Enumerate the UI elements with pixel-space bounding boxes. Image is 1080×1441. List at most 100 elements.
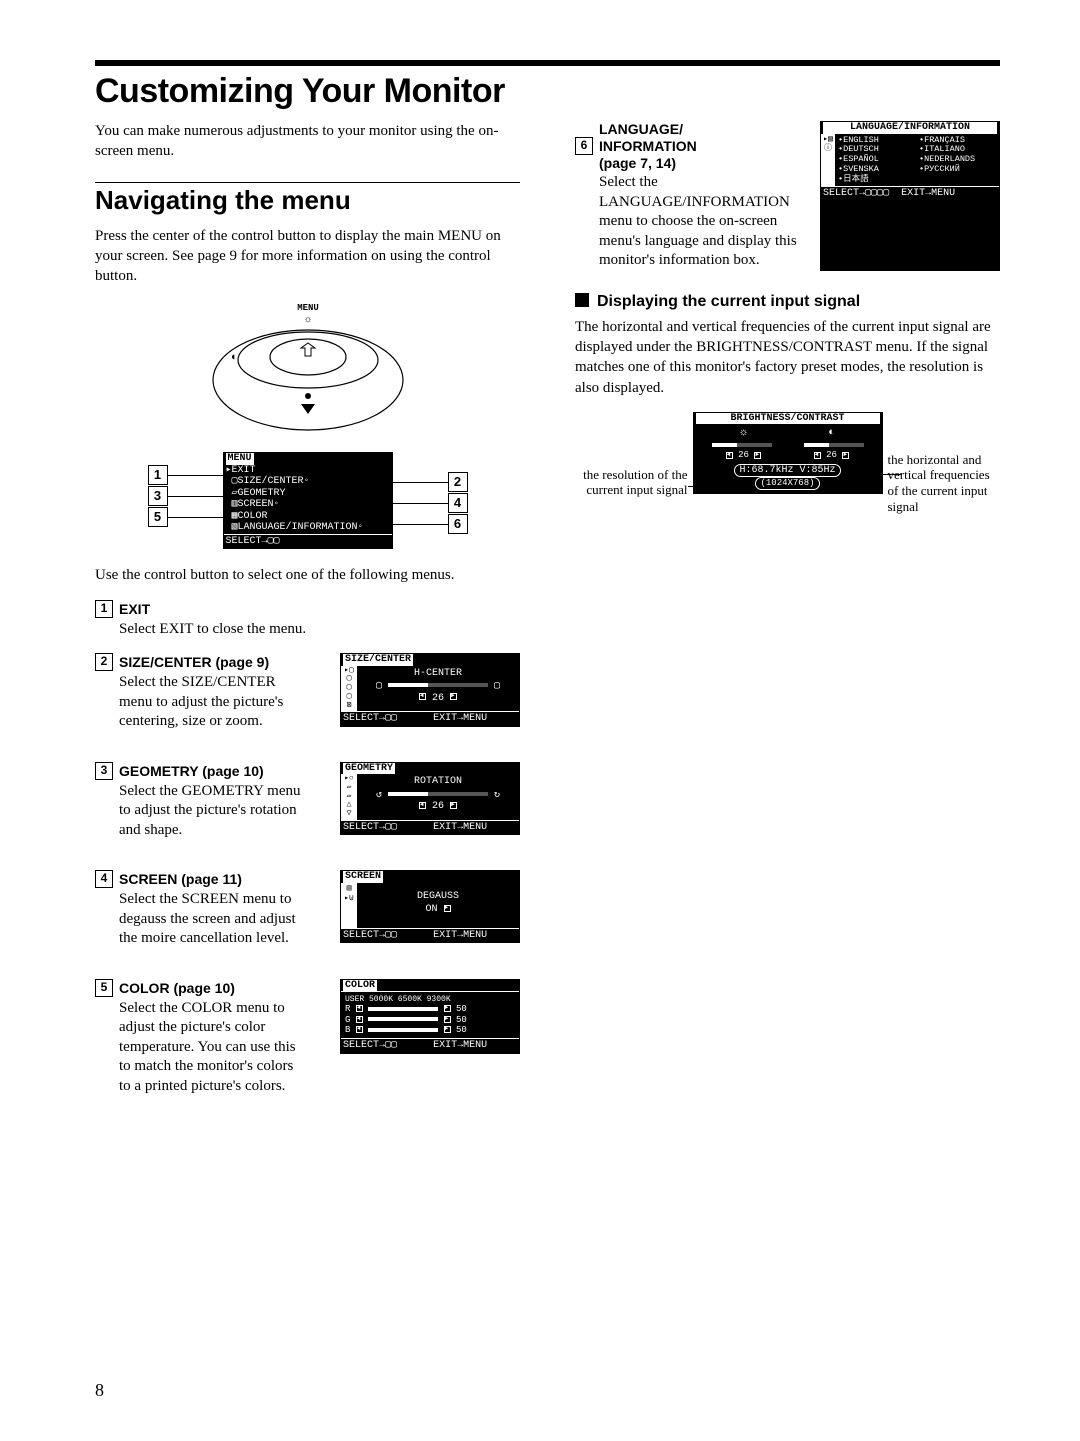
callout-6: 6 [448,514,468,534]
callout-5: 5 [148,507,168,527]
intro-text: You can make numerous adjustments to you… [95,121,520,162]
desc-size: Select the SIZE/CENTER menu to adjust th… [119,673,305,732]
svg-text:◐: ◐ [231,351,238,363]
item-size-center: 2 SIZE/CENTER (page 9) Select the SIZE/C… [95,653,520,732]
head-size: SIZE/CENTER (page 9) [119,654,269,670]
lang-jp: 日本語 [843,174,869,184]
osd-geom-fl: SELECT→ [343,822,385,833]
osd-color-presets: USER 5000K 6500K 9300K [345,995,515,1004]
callout-2: 2 [448,472,468,492]
osd-color: COLOR USER 5000K 6500K 9300K R 50 G 50 B… [340,979,520,1054]
brightness-contrast-diagram: the resolution of the current input sign… [578,412,998,494]
section-rule [95,182,520,183]
item-screen: 4 SCREEN (page 11) Select the SCREEN men… [95,870,520,949]
osd-screen-fl: SELECT→ [343,930,385,941]
osd-color-title: COLOR [343,980,377,992]
head-color: COLOR (page 10) [119,980,235,996]
osd-geom-val: 26 [432,801,444,812]
lang-sv: SVENSKA [843,164,879,174]
item-language: 6 LANGUAGE/INFORMATION(page 7, 14) Selec… [575,121,1000,271]
svg-text:MENU: MENU [297,303,319,313]
osd-geometry: GEOMETRY ▸○▱▱△▽ ROTATION ↺ ↻ 26 SELECT→▢… [340,762,520,836]
head-exit: EXIT [119,601,150,617]
main-osd-footer: SELECT→ [226,536,268,547]
input-signal-body: The horizontal and vertical frequencies … [575,317,1000,398]
desc-screen: Select the SCREEN menu to degauss the sc… [119,890,305,949]
head-screen: SCREEN (page 11) [119,871,242,887]
osd-lang-fl: SELECT→ [823,188,865,199]
num-5: 5 [95,979,113,997]
desc-lang: Select the LANGUAGE/INFORMATION menu to … [599,173,808,271]
input-signal-head-text: Displaying the current input signal [597,293,860,310]
item-exit: 1 EXIT Select EXIT to close the menu. [95,600,520,640]
osd-screen-val: ON [425,904,437,915]
osd-size-center: SIZE/CENTER ▸▢▢▢▢⊠ H-CENTER ▢ ▢ 26 SELEC… [340,653,520,727]
osd-bc-contrast: 26 [826,450,837,460]
nav-body: Press the center of the control button t… [95,226,520,287]
page-number: 8 [95,1380,104,1401]
osd-color-g: 50 [456,1015,467,1025]
osd-color-fl: SELECT→ [343,1040,385,1051]
osd-screen-title: SCREEN [343,871,383,883]
num-4: 4 [95,870,113,888]
osd-size-param: H-CENTER [361,668,515,680]
nav-title: Navigating the menu [95,185,520,216]
bc-label-left: the resolution of the current input sign… [578,467,688,498]
osd-bc-title: BRIGHTNESS/CONTRAST [696,413,880,425]
main-menu-osd-wrap: 1 3 5 2 4 6 MENU ▸EXIT ▢SIZE/CENTER◦ ▱GE… [148,452,468,549]
osd-size-title: SIZE/CENTER [343,654,413,666]
osd-bc-bright: 26 [738,450,749,460]
head-geom: GEOMETRY (page 10) [119,763,264,779]
lang-fr: FRANÇAIS [924,135,965,145]
page-title: Customizing Your Monitor [95,72,1000,111]
svg-text:☼: ☼ [303,314,312,325]
top-rule [95,60,1000,66]
osd-lang-fr: EXIT→MENU [901,188,955,199]
lang-ru: РУССКИЙ [924,164,960,174]
num-1: 1 [95,600,113,618]
osd-size-val: 26 [432,693,444,704]
lang-nl: NEDERLANDS [924,154,975,164]
control-button-diagram: MENU ☼ ◐ [183,300,433,440]
left-column: You can make numerous adjustments to you… [95,121,520,1096]
osd-bc-freq: H:68.7kHz V:85Hz [734,464,840,478]
item-geometry: 3 GEOMETRY (page 10) Select the GEOMETRY… [95,762,520,841]
item-color: 5 COLOR (page 10) Select the COLOR menu … [95,979,520,1097]
osd-geom-param: ROTATION [361,776,515,788]
bc-label-right: the horizontal and vertical frequencies … [888,452,998,514]
osd-screen: SCREEN ▥▸⊍ DEGAUSS ON SELECT→▢▢ EXIT→MEN… [340,870,520,943]
after-osd-text: Use the control button to select one of … [95,565,520,585]
callout-3: 3 [148,486,168,506]
num-6: 6 [575,137,593,155]
lang-de: DEUTSCH [843,144,879,154]
square-bullet-icon [575,293,589,307]
lang-es: ESPAÑOL [843,154,879,164]
osd-color-b: 50 [456,1025,467,1035]
osd-size-fr: EXIT→MENU [433,713,487,724]
lang-it: ITALIANO [924,144,965,154]
osd-color-fr: EXIT→MENU [433,1040,487,1051]
head-lang: LANGUAGE/INFORMATION(page 7, 14) [599,121,697,171]
osd-geom-fr: EXIT→MENU [433,822,487,833]
osd-geom-title: GEOMETRY [343,763,395,775]
lang-en: ENGLISH [843,135,879,145]
callout-1: 1 [148,465,168,485]
osd-lang-title: LANGUAGE/INFORMATION [823,122,997,134]
osd-color-r: 50 [456,1004,467,1014]
num-3: 3 [95,762,113,780]
input-signal-head: Displaying the current input signal [575,293,1000,311]
osd-size-fl: SELECT→ [343,713,385,724]
main-osd-title: MENU [226,453,254,465]
osd-screen-param: DEGAUSS [361,891,515,903]
osd-brightness-contrast: BRIGHTNESS/CONTRAST ☼◐ 26 26 H:68.7kHz V… [693,412,883,494]
main-menu-osd: MENU ▸EXIT ▢SIZE/CENTER◦ ▱GEOMETRY ▥SCRE… [223,452,393,549]
osd-language: LANGUAGE/INFORMATION ▸▧ ⓘ •ENGLISH •FRAN… [820,121,1000,271]
osd-screen-fr: EXIT→MENU [433,930,487,941]
desc-exit: Select EXIT to close the menu. [119,620,520,640]
osd-bc-res: 1024X768 [766,478,809,488]
callout-4: 4 [448,493,468,513]
desc-geom: Select the GEOMETRY menu to adjust the p… [119,782,305,841]
right-column: 6 LANGUAGE/INFORMATION(page 7, 14) Selec… [575,121,1000,1096]
desc-color: Select the COLOR menu to adjust the pict… [119,999,305,1097]
num-2: 2 [95,653,113,671]
